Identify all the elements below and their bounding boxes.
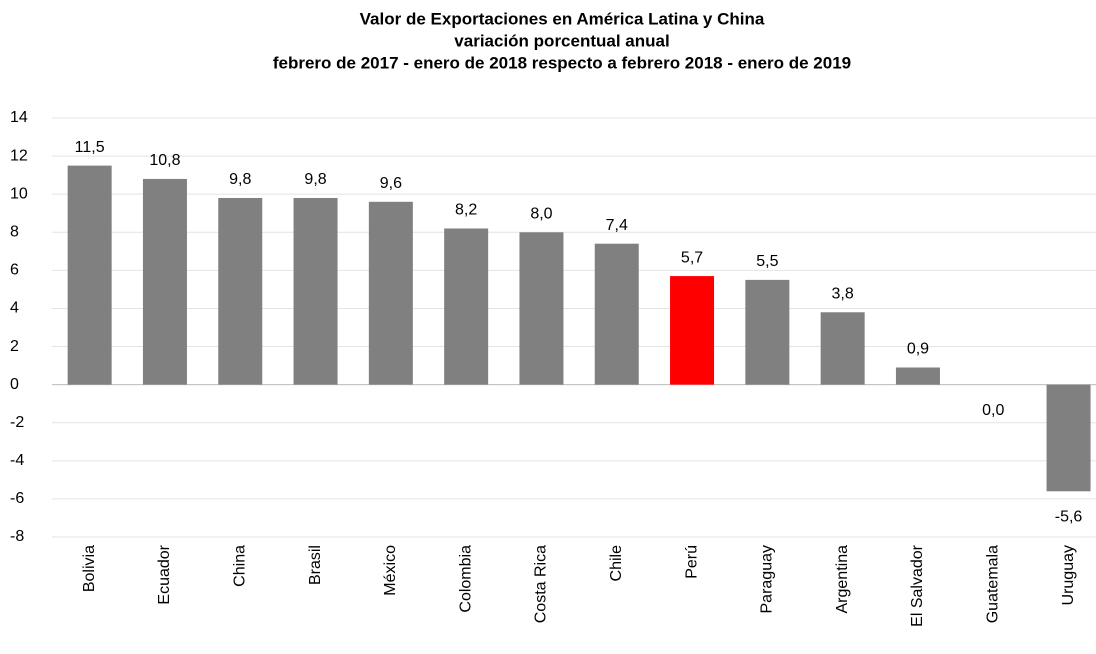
bar xyxy=(1046,384,1091,492)
bar xyxy=(368,201,413,385)
x-tick-label: China xyxy=(231,545,248,587)
x-tick-label: Uruguay xyxy=(1060,545,1077,605)
y-tick-label: -4 xyxy=(10,452,24,469)
y-tick-label: -8 xyxy=(10,528,24,545)
x-tick-label: Argentina xyxy=(834,545,851,614)
bar xyxy=(519,232,564,385)
x-tick-label: Perú xyxy=(683,545,700,579)
x-tick-label: Bolivia xyxy=(81,545,98,592)
x-tick-label: Paraguay xyxy=(759,545,776,614)
data-label: 5,5 xyxy=(756,253,778,270)
x-tick-label: Ecuador xyxy=(156,544,173,604)
data-label: 10,8 xyxy=(149,152,180,169)
bar xyxy=(745,279,790,385)
data-label: 9,6 xyxy=(380,175,402,192)
x-tick-label: Brasil xyxy=(307,545,324,585)
bar xyxy=(218,197,263,385)
y-tick-label: 2 xyxy=(10,338,19,355)
data-label: 5,7 xyxy=(681,249,703,266)
chart-subtitle: febrero de 2017 - enero de 2018 respecto… xyxy=(273,53,851,72)
y-tick-label: 8 xyxy=(10,223,19,240)
bar xyxy=(444,228,489,385)
data-label: -5,6 xyxy=(1055,509,1083,526)
data-label: 11,5 xyxy=(75,139,105,156)
data-label: 3,8 xyxy=(832,285,854,302)
bar xyxy=(142,178,187,385)
y-tick-label: 10 xyxy=(10,185,28,202)
x-tick-label: Colombia xyxy=(457,545,474,613)
bar xyxy=(895,367,940,385)
y-tick-label: 0 xyxy=(10,376,19,393)
bar xyxy=(67,165,112,385)
data-label: 8,0 xyxy=(530,205,552,222)
y-tick-label: 6 xyxy=(10,262,19,279)
bar xyxy=(293,197,338,385)
bar xyxy=(594,243,639,385)
x-tick-label: El Salvador xyxy=(909,544,926,626)
data-label: 0,0 xyxy=(982,402,1004,419)
data-label: 8,2 xyxy=(455,202,477,219)
bar xyxy=(670,276,715,385)
x-tick-label: México xyxy=(382,545,399,596)
chart-subtitle: variación porcentual anual xyxy=(454,31,669,50)
x-tick-label: Costa Rica xyxy=(533,545,550,623)
y-tick-label: -6 xyxy=(10,490,24,507)
x-tick-label: Chile xyxy=(608,545,625,582)
bar xyxy=(820,312,865,385)
data-label: 9,8 xyxy=(229,171,251,188)
data-label: 7,4 xyxy=(606,217,628,234)
y-tick-label: 4 xyxy=(10,300,19,317)
chart-title: Valor de Exportaciones en América Latina… xyxy=(360,9,765,28)
y-tick-label: -2 xyxy=(10,414,24,431)
x-tick-label: Guatemala xyxy=(984,545,1001,623)
y-tick-label: 12 xyxy=(10,147,28,164)
y-tick-label: 14 xyxy=(10,109,28,126)
data-label: 0,9 xyxy=(907,341,929,358)
data-label: 9,8 xyxy=(304,171,326,188)
